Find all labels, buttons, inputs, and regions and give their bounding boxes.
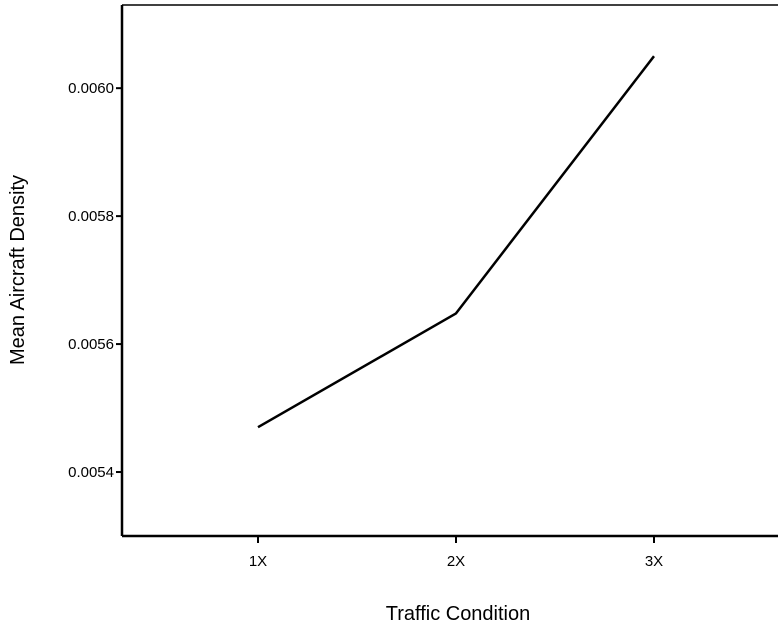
y-tick-label: 0.0060 — [68, 80, 114, 97]
x-axis-title: Traffic Condition — [386, 603, 531, 625]
series-line — [257, 55, 655, 429]
y-tick-label: 0.0054 — [68, 464, 114, 481]
y-axis-title: Mean Aircraft Density — [7, 175, 29, 365]
y-tick-label: 0.0058 — [68, 208, 114, 225]
x-tick-label: 2X — [447, 553, 465, 570]
x-tick-label: 1X — [249, 553, 267, 570]
x-tick-label: 3X — [645, 553, 663, 570]
y-axis-ticks: 0.0054 0.0056 0.0058 0.0060 — [68, 80, 122, 481]
plot-frame — [120, 4, 778, 538]
x-axis-ticks: 1X 2X 3X — [249, 536, 663, 570]
series-layer — [257, 55, 655, 429]
y-tick-label: 0.0056 — [68, 336, 114, 353]
